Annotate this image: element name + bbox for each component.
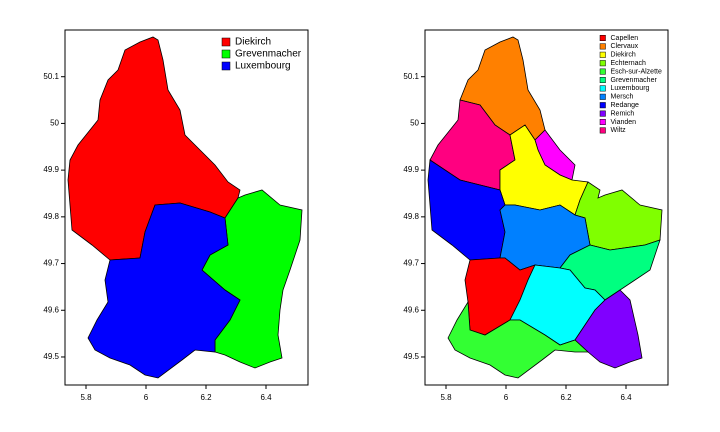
x-tick-label: 6: [504, 393, 509, 402]
legend-label: Grevenmacher: [611, 77, 658, 84]
legend-swatch: [599, 35, 606, 41]
y-tick-label: 50: [410, 119, 419, 128]
legend-swatch: [599, 68, 606, 75]
legend-label: Remich: [611, 110, 635, 117]
legend-label: Capellen: [611, 35, 639, 42]
legend-swatch: [221, 49, 231, 59]
legend-swatch: [599, 51, 606, 58]
x-tick-label: 5.8: [440, 393, 452, 402]
region: [574, 289, 643, 369]
y-tick-label: 49.8: [43, 212, 59, 221]
legend-label: Luxembourg: [611, 85, 650, 92]
plot-frame: [64, 29, 309, 386]
legend-swatch: [599, 102, 606, 109]
x-tick-label: 6.4: [620, 393, 632, 402]
y-tick-label: 49.7: [43, 259, 59, 268]
y-tick-label: 49.9: [43, 165, 59, 174]
legend-label: Mersch: [611, 94, 634, 101]
legend-swatch: [599, 110, 606, 117]
y-tick-label: 50.1: [43, 72, 59, 81]
legend-label: Clervaux: [611, 43, 639, 50]
y-tick-label: 49.8: [403, 212, 419, 221]
legend-label: Wiltz: [611, 127, 627, 134]
y-tick-label: 49.6: [43, 305, 59, 314]
legend-label: Diekirch: [611, 52, 636, 59]
legend-label: Diekirch: [235, 37, 271, 48]
legend-label: Luxembourg: [235, 61, 291, 72]
legend-swatch: [599, 43, 606, 50]
legend-label: Echternach: [611, 60, 647, 67]
y-tick-label: 49.7: [403, 259, 419, 268]
region: [447, 300, 590, 379]
legend-swatch: [599, 93, 606, 100]
y-tick-label: 49.5: [403, 352, 419, 361]
legend-label: Esch-sur-Alzette: [611, 68, 662, 75]
legend-swatch: [599, 77, 606, 83]
plot-frame: [424, 29, 669, 386]
legend-swatch: [599, 60, 606, 67]
region: [87, 202, 241, 379]
legend-swatch: [599, 85, 606, 92]
x-tick-label: 6.2: [560, 393, 572, 402]
legend-swatch: [599, 119, 606, 125]
y-tick-label: 49.9: [403, 165, 419, 174]
x-tick-label: 5.8: [80, 393, 92, 402]
x-tick-label: 6.4: [260, 393, 272, 402]
legend-label: Vianden: [611, 119, 637, 126]
legend-swatch: [221, 37, 231, 47]
legend-swatch: [221, 61, 231, 71]
y-tick-label: 49.5: [43, 352, 59, 361]
legend-swatch: [599, 127, 606, 134]
legend-label: Grevenmacher: [235, 49, 302, 60]
y-tick-label: 50: [50, 119, 59, 128]
y-tick-label: 50.1: [403, 72, 419, 81]
x-tick-label: 6.2: [200, 393, 212, 402]
x-tick-label: 6: [144, 393, 149, 402]
y-tick-label: 49.6: [403, 305, 419, 314]
legend-label: Redange: [611, 102, 640, 109]
